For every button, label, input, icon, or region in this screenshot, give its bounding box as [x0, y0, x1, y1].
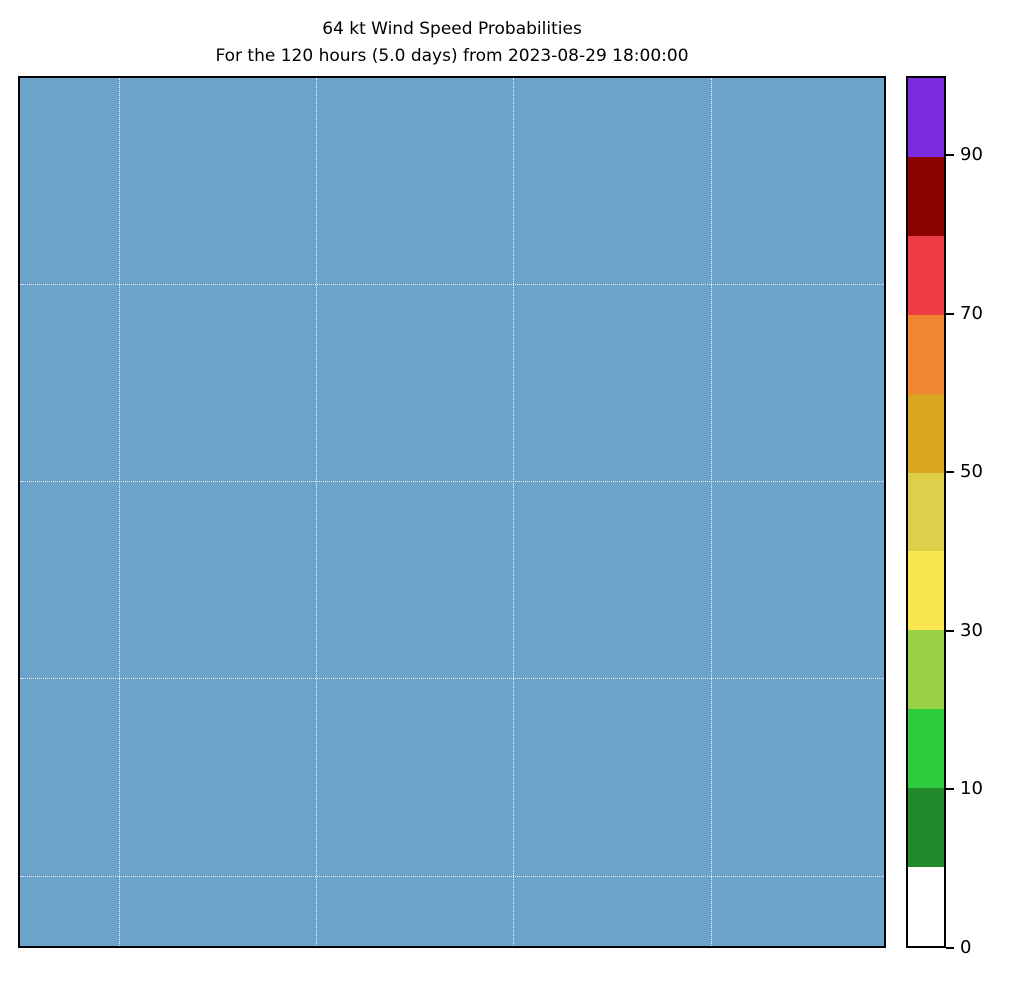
colorbar-band — [908, 314, 944, 394]
map-plot — [18, 76, 886, 948]
meridian-gridline — [119, 78, 121, 946]
colorbar-tick-mark — [946, 947, 954, 949]
colorbar-band — [908, 235, 944, 315]
colorbar-tick-label: 0 — [960, 937, 972, 958]
meridian-gridline — [316, 78, 318, 946]
parallel-gridline — [20, 875, 884, 877]
colorbar-band — [908, 472, 944, 552]
colorbar-tick-label: 50 — [960, 461, 983, 483]
colorbar-tick-mark — [946, 788, 954, 791]
colorbar-tick-mark — [946, 312, 954, 315]
colorbar-tick-label: 10 — [960, 778, 983, 800]
chart-title-line2: For the 120 hours (5.0 days) from 2023-0… — [215, 46, 689, 66]
colorbar-tick-label: 30 — [960, 619, 983, 641]
colorbar-tick-label: 70 — [960, 302, 983, 324]
parallel-gridline — [20, 480, 884, 482]
colorbar-band — [908, 78, 944, 157]
chart-title-line1: 64 kt Wind Speed Probabilities — [322, 19, 582, 39]
colorbar-band — [908, 393, 944, 473]
colorbar-band — [908, 709, 944, 789]
colorbar-band — [908, 630, 944, 710]
colorbar-tick-mark — [946, 471, 954, 474]
colorbar-band — [908, 788, 944, 868]
colorbar-tick-mark — [946, 154, 954, 157]
colorbar-band — [908, 867, 944, 946]
parallel-gridline — [20, 283, 884, 285]
colorbar-band — [908, 156, 944, 236]
colorbar — [906, 76, 946, 948]
colorbar-tick-label: 90 — [960, 144, 983, 166]
parallel-gridline — [20, 677, 884, 679]
chart-title: 64 kt Wind Speed Probabilities For the 1… — [18, 16, 886, 70]
colorbar-tick-mark — [946, 629, 954, 632]
meridian-gridline — [513, 78, 515, 946]
colorbar-band — [908, 551, 944, 631]
meridian-gridline — [711, 78, 713, 946]
